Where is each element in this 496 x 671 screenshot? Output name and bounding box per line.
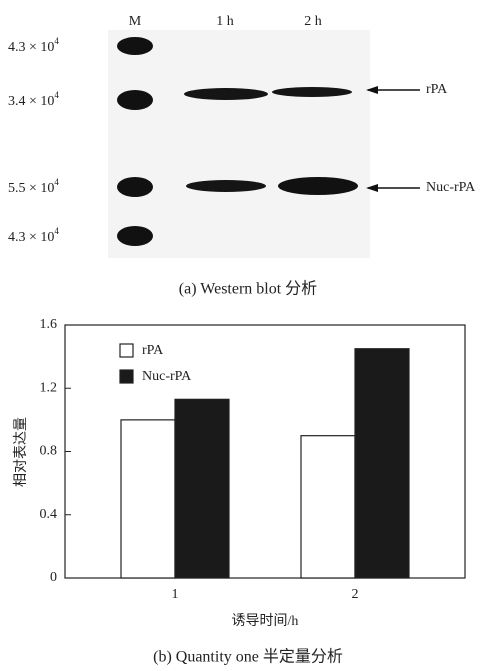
arrow-label: Nuc-rPA xyxy=(426,180,476,195)
y-tick-label: 1.6 xyxy=(40,317,58,332)
lane-label: 1 h xyxy=(216,14,234,29)
bar xyxy=(355,349,409,578)
x-tick-label: 1 xyxy=(172,587,179,602)
x-tick-label: 2 xyxy=(352,587,359,602)
marker-label: 4.3 × 104 xyxy=(8,36,59,55)
band xyxy=(117,37,153,55)
marker-label: 3.4 × 104 xyxy=(8,90,59,109)
band xyxy=(117,90,153,110)
caption: (b) Quantity one 半定量分析 xyxy=(153,648,343,666)
bar xyxy=(175,399,229,578)
legend-swatch xyxy=(120,344,133,357)
y-tick-label: 0.4 xyxy=(40,507,58,522)
arrow-label: rPA xyxy=(426,82,448,97)
lane-label: M xyxy=(129,14,142,29)
legend-label: Nuc-rPA xyxy=(142,369,192,384)
bar xyxy=(301,436,355,578)
legend-label: rPA xyxy=(142,343,164,358)
blot-image xyxy=(108,30,420,258)
band xyxy=(272,87,352,97)
y-tick-label: 0.8 xyxy=(40,444,58,459)
marker-label: 5.5 × 104 xyxy=(8,177,59,196)
band xyxy=(117,177,153,197)
figure: M 1 h 2 h 4.3 × 104 3.4 × 104 5.5 × 104 … xyxy=(0,0,496,671)
caption: (a) Western blot 分析 xyxy=(179,280,317,298)
mantissa: 3.4 × 10 xyxy=(8,94,54,109)
exponent: 4 xyxy=(54,177,59,187)
mantissa: 5.5 × 10 xyxy=(8,181,54,196)
exponent: 4 xyxy=(54,36,59,46)
exponent: 4 xyxy=(54,90,59,100)
band xyxy=(184,88,268,100)
y-tick-label: 0 xyxy=(50,570,57,585)
band xyxy=(278,177,358,195)
lane-label: 2 h xyxy=(304,14,322,29)
band xyxy=(186,180,266,192)
x-axis-label: 诱导时间/h xyxy=(232,613,299,629)
marker-label: 4.3 × 104 xyxy=(8,226,59,245)
y-axis-label: 相对表达量 xyxy=(13,417,29,487)
band xyxy=(117,226,153,246)
mantissa: 4.3 × 10 xyxy=(8,230,54,245)
blot-background xyxy=(108,30,370,258)
y-tick-label: 1.2 xyxy=(40,380,58,395)
legend-swatch xyxy=(120,370,133,383)
exponent: 4 xyxy=(54,226,59,236)
bar xyxy=(121,420,175,578)
mantissa: 4.3 × 10 xyxy=(8,40,54,55)
